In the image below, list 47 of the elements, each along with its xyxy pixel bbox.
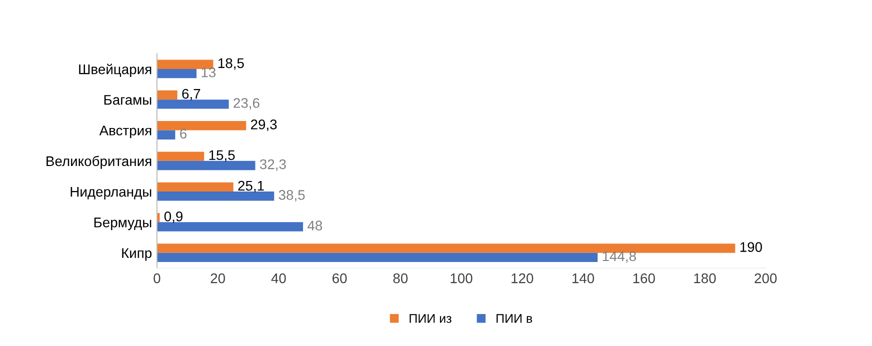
data-label: 48 — [308, 220, 322, 231]
data-label: 190 — [740, 242, 762, 252]
legend-label: ПИИ в — [496, 314, 532, 323]
y-tick-label: Бермуды — [94, 218, 152, 230]
data-label: 13 — [202, 67, 216, 78]
data-label: 32,3 — [260, 159, 286, 171]
x-tick-label: 200 — [754, 273, 777, 284]
x-tick-label: 140 — [572, 273, 594, 284]
data-label: 144,8 — [602, 251, 636, 263]
x-tick-label: 40 — [271, 273, 286, 284]
data-label: 6 — [180, 128, 186, 139]
data-label: 15,5 — [209, 150, 235, 162]
y-tick-label: Швейцария — [79, 64, 152, 77]
x-tick-label: 120 — [512, 273, 534, 284]
data-label: 0,9 — [164, 211, 183, 223]
y-tick-label: Багамы — [104, 95, 152, 105]
legend-label: ПИИ из — [410, 314, 452, 323]
y-tick-label: Великобритания — [46, 156, 152, 169]
bar — [156, 121, 246, 130]
bar — [156, 68, 197, 78]
bar — [156, 222, 304, 232]
data-label: 38,5 — [278, 190, 305, 202]
bar — [156, 244, 736, 253]
bar — [156, 152, 204, 161]
bar — [156, 60, 214, 69]
bar — [156, 192, 274, 201]
y-tick-label: Нидерланды — [70, 187, 152, 200]
data-label: 18,5 — [218, 58, 244, 70]
x-tick-label: 0 — [154, 273, 160, 284]
x-tick-label: 160 — [633, 273, 655, 284]
data-label: 23,6 — [234, 98, 260, 110]
bar — [156, 182, 234, 192]
data-label: 29,3 — [250, 120, 277, 132]
data-label: 25,1 — [238, 180, 264, 192]
x-tick-label: 20 — [210, 273, 226, 284]
bar — [156, 130, 176, 140]
data-label: 6,7 — [182, 88, 200, 100]
bar — [156, 252, 598, 262]
y-tick-label: Кипр — [122, 248, 152, 261]
bar — [156, 90, 178, 100]
y-tick-label: Австрия — [99, 126, 152, 138]
x-tick-label: 180 — [694, 273, 716, 284]
x-tick-label: 60 — [332, 273, 347, 284]
bar — [156, 100, 229, 109]
x-tick-label: 80 — [393, 273, 408, 284]
x-tick-label: 100 — [450, 273, 472, 284]
bar — [156, 160, 256, 170]
